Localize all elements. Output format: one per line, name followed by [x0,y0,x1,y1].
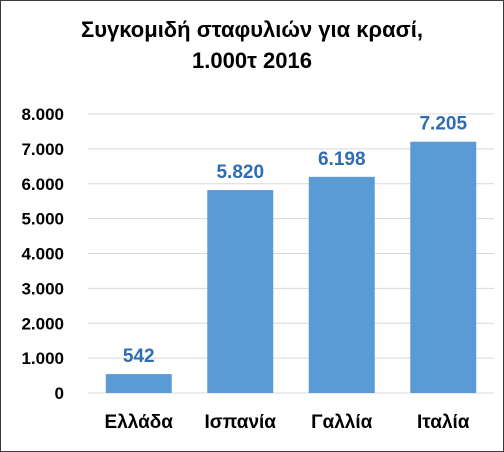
y-tick-label: 1.000 [21,349,64,368]
category-label: Ιταλία [417,412,470,433]
bars [105,141,477,393]
data-label: 542 [123,346,155,367]
category-label: Ισπανία [204,412,276,433]
y-axis-tick-labels: 0 1.000 2.000 3.000 4.000 5.000 6.000 7.000 8.00… [21,105,64,403]
chart-title-line-1: Συγκομιδή σταφυλιών για κρασί, [81,17,423,42]
data-label: 6.198 [318,149,366,170]
data-labels: 542 5.820 6.198 7.205 [123,114,468,367]
y-tick-label: 0 [55,384,64,403]
y-tick-label: 2.000 [21,314,64,333]
bar [105,374,172,393]
y-tick-label: 5.000 [21,210,64,229]
y-tick-label: 3.000 [21,279,64,298]
y-tick-label: 8.000 [21,105,64,124]
chart-title: Συγκομιδή σταφυλιών για κρασί, 1.000τ 20… [0,14,504,76]
chart-title-line-2: 1.000τ 2016 [192,48,312,73]
y-tick-label: 6.000 [21,175,64,194]
x-axis-category-labels: Ελλάδα Ισπανία Γαλλία Ιταλία [105,412,470,433]
y-tick-label: 7.000 [21,140,64,159]
data-label: 5.820 [216,162,264,183]
y-tick-label: 4.000 [21,245,64,264]
category-label: Γαλλία [311,412,373,433]
bar [410,141,477,393]
category-label: Ελλάδα [105,412,174,433]
data-label: 7.205 [419,114,467,135]
bar [207,190,274,393]
bar [308,176,375,393]
